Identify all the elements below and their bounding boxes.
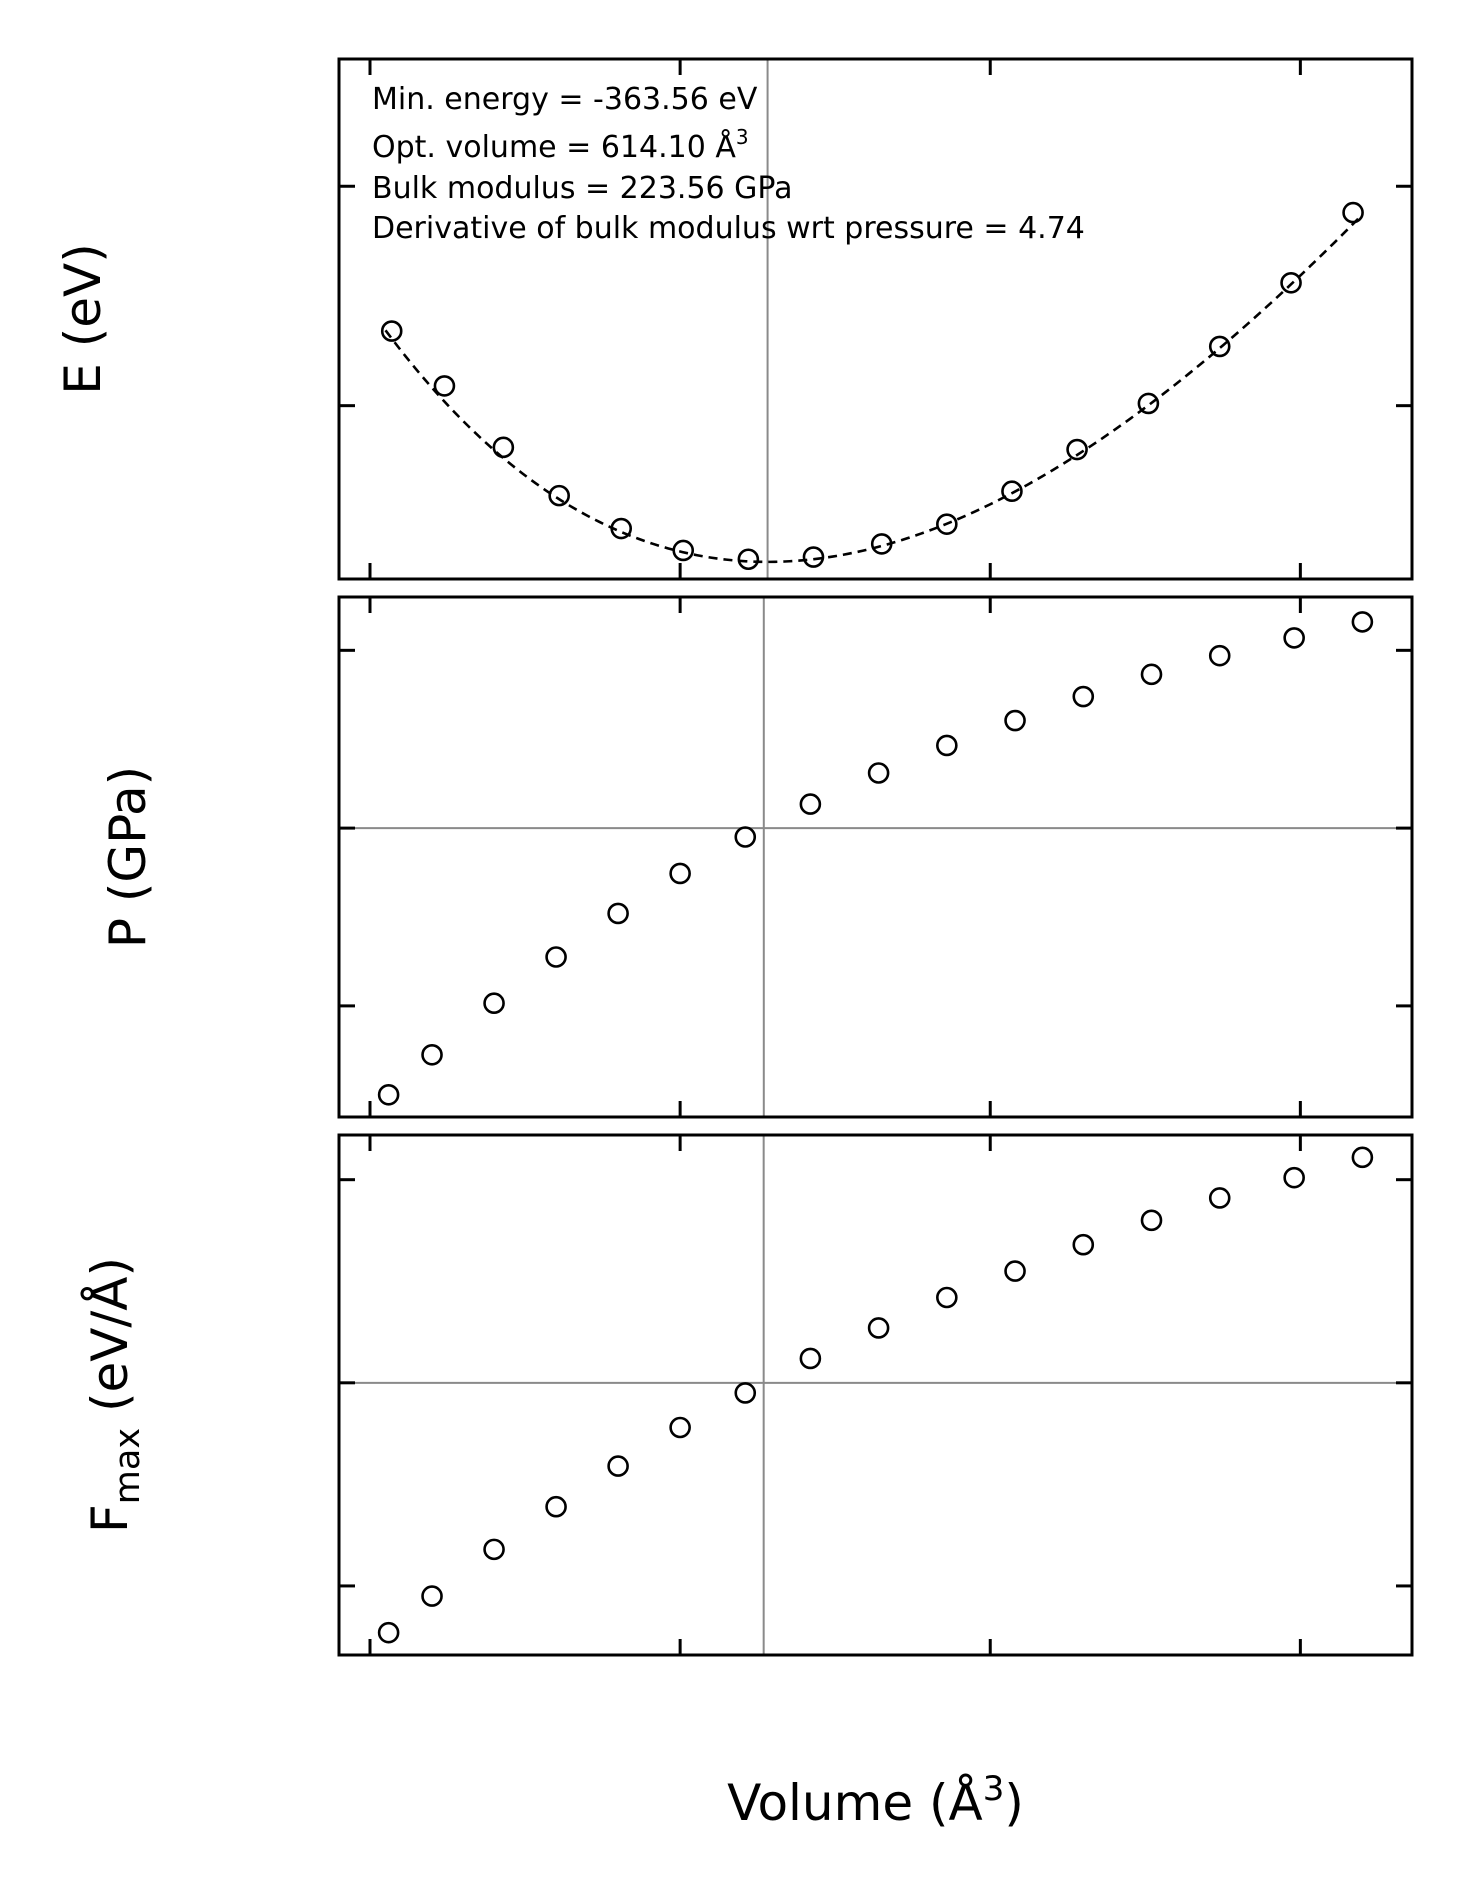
data-point <box>421 1043 443 1066</box>
annotation-superscript: 3 <box>736 125 749 149</box>
data-point <box>936 1286 958 1309</box>
annotation-line: Bulk modulus = 223.56 GPa <box>372 171 793 206</box>
data-point <box>936 734 958 757</box>
data-point <box>867 762 890 784</box>
data-point <box>545 946 567 968</box>
annotation-text: Min. energy = -363.56 eV <box>372 82 758 117</box>
data-point <box>734 826 757 848</box>
y-axis-label-unit: (eV/Å) <box>81 1257 139 1428</box>
panel-force: Fmax (eV/Å) Volume (Å3) <box>81 1133 1414 1832</box>
x-axis-label-text: Volume (Å <box>727 1774 983 1832</box>
data-point <box>1140 1209 1163 1232</box>
y-axis-label-text: F <box>81 1504 139 1533</box>
data-point <box>483 992 505 1015</box>
data-point <box>1140 663 1163 686</box>
data-point <box>672 539 695 562</box>
data-point <box>545 1495 567 1518</box>
data-point <box>669 1416 691 1439</box>
data-point <box>607 1455 629 1477</box>
data-point <box>548 484 570 507</box>
y-axis-label: E (eV) <box>54 243 112 394</box>
axes-frame <box>337 57 1414 581</box>
data-point <box>1072 1233 1095 1256</box>
data-point <box>377 1083 400 1106</box>
data-point <box>669 862 691 885</box>
x-axis-label-close: ) <box>1004 1774 1024 1832</box>
data-point <box>799 1347 822 1370</box>
data-point <box>433 375 456 397</box>
panel-energy: E (eV) Min. energy = -363.56 eV Opt. volum… <box>54 57 1414 581</box>
data-point <box>1208 1187 1231 1209</box>
data-point <box>870 533 893 555</box>
data-point <box>1004 709 1026 732</box>
panel-pressure: P (GPa) <box>99 595 1414 1119</box>
y-axis-label-text: P (GPa) <box>99 766 157 948</box>
data-point <box>1351 611 1374 633</box>
annotation-text: Bulk modulus = 223.56 GPa <box>372 171 793 206</box>
data-point <box>936 513 958 535</box>
data-point <box>380 320 403 342</box>
data-point <box>1001 480 1023 503</box>
data-point <box>492 436 515 459</box>
data-point <box>1283 1166 1305 1189</box>
data-point <box>867 1317 890 1339</box>
data-point <box>802 546 825 568</box>
annotation-line: Derivative of bulk modulus wrt pressure … <box>372 211 1085 246</box>
x-axis-label-superscript: 3 <box>983 1769 1005 1809</box>
data-point <box>377 1621 400 1644</box>
data-point <box>737 548 760 571</box>
data-point <box>734 1382 757 1404</box>
data-point <box>1351 1146 1374 1169</box>
data-point <box>1342 201 1364 224</box>
y-axis-label-subscript: max <box>108 1428 148 1504</box>
data-point <box>610 517 633 540</box>
data-point <box>1208 335 1231 358</box>
data-point <box>1004 1260 1026 1282</box>
axes-frame <box>337 1133 1414 1657</box>
data-point <box>607 902 629 925</box>
data-point <box>799 793 822 815</box>
x-axis-label: Volume (Å3) <box>727 1769 1024 1832</box>
data-point <box>1137 392 1160 415</box>
y-axis-label: P (GPa) <box>99 766 157 948</box>
data-point <box>1208 644 1231 667</box>
data-point <box>483 1538 505 1561</box>
data-point <box>1280 271 1302 294</box>
data-point <box>1066 438 1088 461</box>
annotation-line: Opt. volume = 614.10 Å3 <box>372 125 749 165</box>
data-point <box>1283 627 1305 649</box>
annotation-line: Min. energy = -363.56 eV <box>372 82 758 117</box>
y-axis-label-text: E (eV) <box>54 243 112 394</box>
panels: E (eV) Min. energy = -363.56 eV Opt. volum… <box>54 57 1414 1832</box>
annotation-text: Opt. volume = 614.10 Å <box>372 129 736 165</box>
annotation-text: Derivative of bulk modulus wrt pressure … <box>372 211 1085 246</box>
axes-frame <box>337 595 1414 1119</box>
data-point <box>421 1585 443 1607</box>
data-point <box>1072 685 1095 708</box>
y-axis-label: Fmax (eV/Å) <box>81 1257 148 1533</box>
